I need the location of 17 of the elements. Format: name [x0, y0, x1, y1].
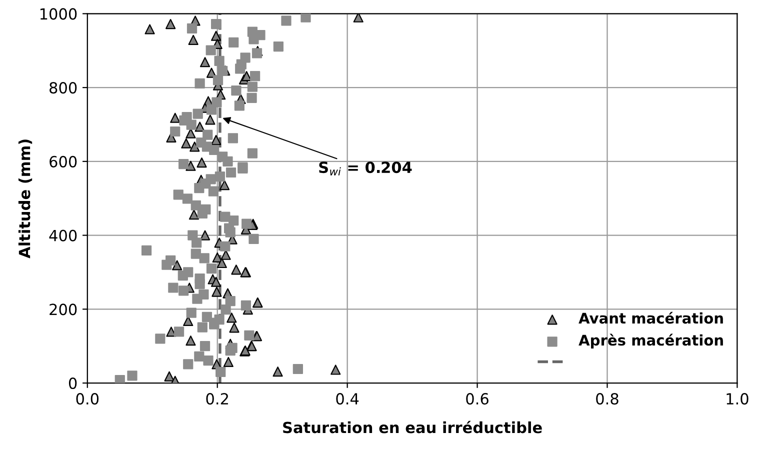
y-tick-label: 600: [50, 156, 77, 168]
legend-label: Avant macération: [578, 312, 723, 324]
y-tick-label: 1000: [40, 8, 77, 20]
legend-label: Après macération: [578, 334, 723, 349]
x-tick-label: 0.6: [466, 393, 488, 405]
x-tick-label: 0.8: [596, 393, 618, 405]
x-tick-label: 1.0: [726, 393, 748, 405]
y-tick-label: 400: [49, 230, 77, 242]
x-tick-label: 0.0: [76, 393, 99, 405]
x-tick-label: 0.2: [206, 393, 228, 405]
x-tick-label: 0.4: [336, 393, 359, 405]
annotation: S$_{wi}$ = 0.204: [319, 162, 412, 176]
y-tick-label: 0: [68, 378, 77, 390]
y-tick-label: 200: [50, 304, 77, 316]
y-axis-title: Altitude (mm): [18, 140, 32, 258]
x-axis-title: Saturation en eau irréductible: [283, 420, 542, 434]
y-tick-label: 800: [50, 82, 77, 94]
